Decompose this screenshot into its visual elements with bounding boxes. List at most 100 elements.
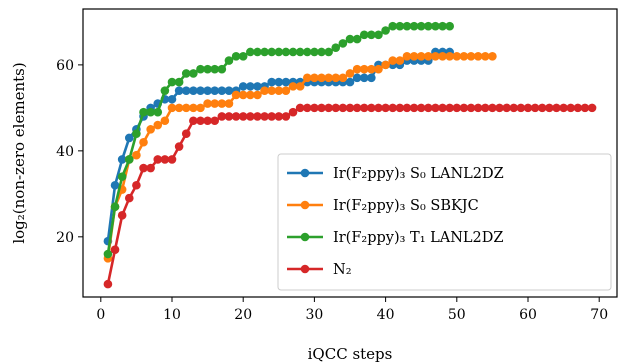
data-point [295, 103, 305, 113]
data-point [217, 64, 227, 74]
x-tick-label: 20 [234, 307, 252, 323]
data-point [260, 86, 269, 95]
data-point [345, 103, 355, 113]
data-point [552, 103, 561, 113]
data-point [431, 21, 440, 31]
data-point [274, 77, 284, 87]
data-point [359, 73, 369, 83]
legend-entry-1: Ir(F₂ppy)₃ S₀ SBKJC [287, 198, 479, 214]
data-point [338, 73, 348, 83]
data-point [537, 103, 547, 113]
data-point [587, 103, 597, 113]
data-point [295, 47, 305, 57]
data-point [488, 103, 497, 113]
data-point [217, 86, 227, 95]
data-point [381, 60, 390, 70]
data-point [103, 249, 113, 259]
data-point [416, 51, 426, 61]
legend-swatch-marker [300, 168, 310, 178]
data-point [324, 103, 333, 113]
data-point [331, 43, 341, 52]
data-point [167, 77, 177, 87]
data-point [459, 103, 469, 113]
data-point [203, 86, 212, 95]
data-point [260, 112, 269, 121]
data-point [196, 116, 205, 126]
data-point [160, 116, 170, 126]
data-point [452, 51, 462, 61]
data-point [167, 155, 177, 164]
data-point [324, 73, 333, 83]
data-point [302, 73, 312, 83]
data-point [231, 112, 241, 121]
data-point [388, 21, 398, 31]
data-point [224, 99, 234, 108]
data-point [317, 103, 326, 113]
data-point [203, 64, 212, 74]
data-point [288, 82, 298, 91]
data-point [281, 112, 291, 121]
data-point [139, 137, 148, 147]
data-point [388, 103, 398, 113]
data-point [288, 47, 298, 57]
data-point [167, 94, 177, 104]
data-point [238, 82, 248, 91]
data-point [124, 155, 134, 164]
x-tick-label: 60 [519, 307, 537, 323]
data-point [238, 90, 248, 100]
data-point [132, 180, 141, 190]
data-point [267, 47, 276, 57]
data-point [210, 64, 220, 74]
data-point [246, 82, 255, 91]
data-point [160, 155, 170, 164]
data-point [196, 103, 205, 113]
data-point [231, 90, 241, 100]
data-point [110, 202, 120, 212]
data-point [352, 103, 362, 113]
data-point [124, 133, 134, 143]
data-point [302, 47, 312, 57]
data-point [189, 86, 198, 95]
data-point [189, 103, 198, 113]
x-tick-label: 70 [590, 307, 608, 323]
data-point [181, 103, 191, 113]
data-point [153, 155, 163, 164]
data-point [267, 77, 276, 87]
x-axis-label: iQCC steps [308, 345, 393, 363]
data-point [253, 82, 262, 91]
x-tick-label: 40 [377, 307, 395, 323]
data-point [210, 99, 220, 108]
data-point [367, 64, 376, 74]
data-point [174, 77, 184, 87]
data-point [580, 103, 590, 113]
data-point [224, 86, 234, 95]
data-point [374, 30, 383, 40]
data-point [445, 103, 454, 113]
x-tick-label: 10 [163, 307, 181, 323]
data-point [210, 86, 220, 95]
data-point [174, 142, 184, 151]
data-point [110, 180, 120, 190]
data-point [253, 112, 262, 121]
x-tick-label: 0 [96, 307, 105, 323]
data-point [132, 150, 141, 160]
data-point [302, 103, 312, 113]
legend-label: Ir(F₂ppy)₃ S₀ SBKJC [333, 198, 479, 214]
data-point [253, 47, 262, 57]
data-point [345, 69, 355, 78]
data-point [424, 51, 433, 61]
data-point [246, 90, 255, 100]
data-point [488, 51, 497, 61]
legend: Ir(F₂ppy)₃ S₀ LANL2DZ Ir(F₂ppy)₃ S₀ SBKJC… [277, 153, 612, 291]
data-point [480, 103, 490, 113]
data-point [438, 103, 447, 113]
series-layer [103, 21, 597, 289]
data-point [345, 34, 355, 44]
data-point [174, 86, 184, 95]
data-point [416, 21, 426, 31]
data-point [473, 103, 483, 113]
data-point [317, 47, 326, 57]
legend-entry-3: N₂ [287, 262, 352, 278]
data-point [438, 51, 447, 61]
data-point [203, 116, 212, 126]
